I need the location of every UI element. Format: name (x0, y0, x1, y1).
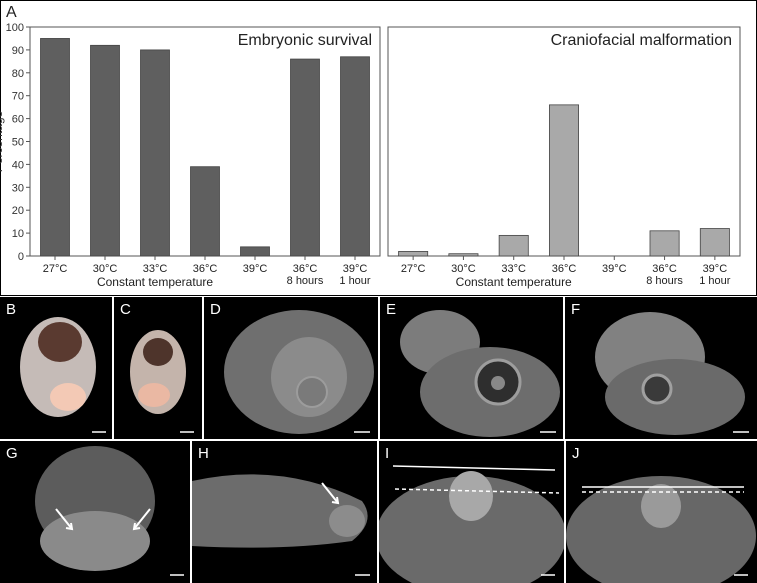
photo-g-label: G (6, 445, 18, 462)
y-tick-label: 50 (12, 137, 24, 149)
y-tick-label: 100 (6, 22, 24, 34)
x-tick-label: 30°C (451, 263, 476, 275)
y-tick-label: 60 (12, 114, 24, 126)
photo-e: E (380, 297, 563, 439)
x-tick-label: 39°C (343, 263, 368, 275)
photo-c-label: C (120, 301, 131, 318)
photo-b: B (0, 297, 112, 439)
bar (140, 49, 170, 257)
bar (649, 230, 680, 257)
x-tick-label: 36°C (552, 263, 577, 275)
bar (448, 253, 479, 257)
bar (398, 251, 429, 257)
x-axis-label: Constant temperature (456, 275, 572, 289)
x-tick-label: 33°C (501, 263, 526, 275)
chart-area-border (0, 0, 757, 296)
x-tick-label: 36°C (193, 263, 218, 275)
y-tick-label: 20 (12, 205, 24, 217)
photo-d: D (204, 297, 378, 439)
x-tick-label: 39°C (243, 263, 268, 275)
photo-i: I (379, 441, 564, 583)
x-tick-label: 39°C (703, 263, 728, 275)
chart-embryonic-survival: Embryonic survival 0 10 20 30 40 50 60 70 80 90 100… (0, 22, 381, 289)
y-tick-label: 70 (12, 91, 24, 103)
x-tick-label: 1 hour (699, 275, 731, 287)
photo-c: C (114, 297, 202, 439)
y-tick-label: 40 (12, 159, 24, 171)
y-tick-label: 0 (18, 251, 24, 263)
y-tick-label: 80 (12, 68, 24, 80)
x-tick-label: 8 hours (646, 275, 683, 287)
x-tick-label: 27°C (43, 263, 68, 275)
x-tick-label: 36°C (293, 263, 318, 275)
x-tick-label: 30°C (93, 263, 118, 275)
photo-i-label: I (385, 445, 390, 462)
chart-title: Embryonic survival (238, 32, 372, 49)
y-tick-label: 90 (12, 45, 24, 57)
y-tick-label: 30 (12, 182, 24, 194)
photo-j-label: J (572, 445, 580, 462)
bar (240, 246, 270, 257)
photo-j: J (566, 441, 757, 583)
photo-e-label: E (386, 301, 397, 318)
photo-f-label: F (571, 301, 581, 318)
bar (90, 44, 120, 257)
x-tick-label: 8 hours (287, 275, 324, 287)
photo-h-label: H (198, 445, 209, 462)
x-tick-label: 33°C (143, 263, 168, 275)
bar (40, 38, 70, 257)
panel-label-a: A (6, 4, 17, 21)
bar (290, 58, 320, 257)
bar (498, 234, 529, 257)
photo-g: G (0, 441, 190, 583)
photo-h: H (192, 441, 377, 583)
y-axis-label: Percentage (0, 110, 5, 172)
bar (190, 166, 220, 257)
x-tick-label: 36°C (652, 263, 677, 275)
bar (699, 228, 730, 257)
photo-b-label: B (6, 301, 17, 318)
chart-title: Craniofacial malformation (551, 32, 732, 49)
chart-craniofacial-malformation: Craniofacial malformation 27°C 30°C 33°C 36°… (387, 26, 741, 289)
x-axis-label: Constant temperature (97, 275, 213, 289)
x-tick-label: 27°C (401, 263, 426, 275)
photo-d-label: D (210, 301, 221, 318)
bar (549, 104, 579, 257)
charts-svg: A Embryonic survival 0 10 20 30 40 50 60 70 80 90 1… (0, 0, 757, 296)
x-tick-label: 39°C (602, 263, 627, 275)
x-tick-label: 1 hour (339, 275, 371, 287)
photo-f: F (565, 297, 757, 439)
bar (340, 56, 370, 257)
y-tick-label: 10 (12, 228, 24, 240)
